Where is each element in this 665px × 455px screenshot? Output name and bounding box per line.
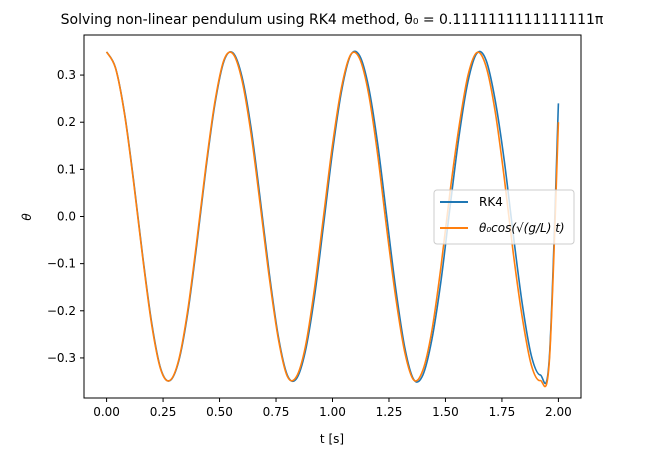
y-tick-label: −0.2 <box>47 304 76 318</box>
chart-title: Solving non-linear pendulum using RK4 me… <box>61 12 604 28</box>
x-tick-label: 0.00 <box>93 405 120 419</box>
legend-label-analytic: θ₀cos(√(g/L) t) <box>479 221 565 235</box>
x-tick-label: 2.00 <box>545 405 572 419</box>
legend: RK4 θ₀cos(√(g/L) t) <box>433 189 575 245</box>
x-axis-label: t [s] <box>320 432 344 446</box>
x-tick-label: 1.50 <box>432 405 459 419</box>
x-tick-label: 1.75 <box>489 405 516 419</box>
x-tick-label: 1.00 <box>319 405 346 419</box>
y-axis-label: θ <box>20 213 34 221</box>
x-tick-label: 0.25 <box>150 405 177 419</box>
y-tick-label: −0.3 <box>47 351 76 365</box>
x-tick-label: 0.50 <box>206 405 233 419</box>
legend-label-rk4: RK4 <box>479 195 503 209</box>
legend-box <box>433 189 575 245</box>
x-tick-label: 0.75 <box>263 405 290 419</box>
y-tick-label: 0.2 <box>57 115 76 129</box>
x-tick-label: 1.25 <box>376 405 403 419</box>
y-tick-label: −0.1 <box>47 257 76 271</box>
y-tick-label: 0.3 <box>57 68 76 82</box>
y-tick-label: 0.0 <box>57 210 76 224</box>
y-tick-label: 0.1 <box>57 162 76 176</box>
series-line-analytic <box>105 51 560 388</box>
